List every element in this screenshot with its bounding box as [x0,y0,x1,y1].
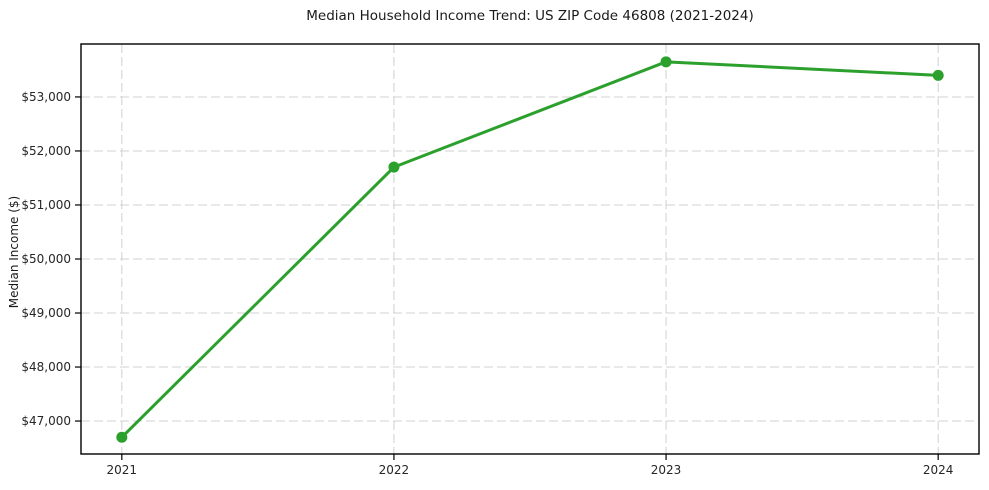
y-tick-label: $50,000 [21,252,71,266]
trend-line [120,60,940,439]
data-point-marker [932,69,944,81]
x-tick-label: 2024 [923,463,954,477]
x-tick-label: 2023 [651,463,682,477]
data-point-marker [116,431,128,443]
y-tick-label: $53,000 [21,90,71,104]
data-point-marker [660,56,672,68]
y-tick-label: $48,000 [21,360,71,374]
chart-title: Median Household Income Trend: US ZIP Co… [306,8,754,24]
y-tick-label: $49,000 [21,306,71,320]
y-tick-label: $47,000 [21,414,71,428]
x-tick-label: 2022 [379,463,410,477]
y-tick-label: $51,000 [21,198,71,212]
plot-border [80,43,980,455]
y-tick-label: $52,000 [21,144,71,158]
x-tick-label: 2021 [107,463,138,477]
data-point-marker [388,161,400,173]
